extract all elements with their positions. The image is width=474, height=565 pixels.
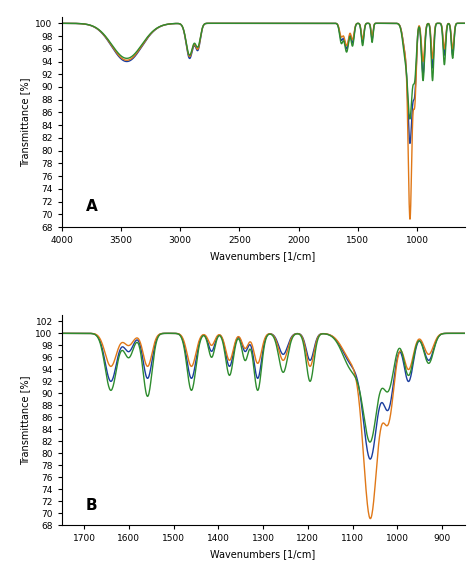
Text: A: A [86,199,98,215]
Text: B: B [86,498,98,513]
Y-axis label: Transmittance [%]: Transmittance [%] [20,77,30,167]
Y-axis label: Transmittance [%]: Transmittance [%] [20,376,30,465]
X-axis label: Wavenumbers [1/cm]: Wavenumbers [1/cm] [210,549,316,559]
X-axis label: Wavenumbers [1/cm]: Wavenumbers [1/cm] [210,251,316,260]
